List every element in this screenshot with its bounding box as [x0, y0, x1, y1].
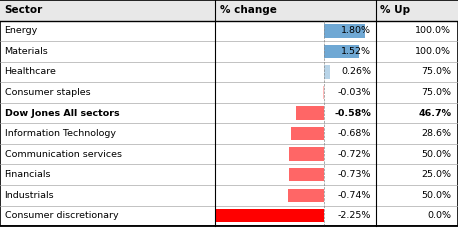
Bar — [296, 106, 324, 120]
Text: Financials: Financials — [5, 170, 51, 179]
Bar — [291, 127, 324, 140]
Text: Communication services: Communication services — [5, 150, 121, 159]
Text: Dow Jones All sectors: Dow Jones All sectors — [5, 109, 119, 117]
Text: 100.0%: 100.0% — [415, 47, 451, 56]
Text: -0.68%: -0.68% — [338, 129, 371, 138]
Text: 50.0%: 50.0% — [421, 191, 451, 200]
Text: Information Technology: Information Technology — [5, 129, 115, 138]
Text: -0.03%: -0.03% — [338, 88, 371, 97]
Bar — [324, 45, 359, 58]
Text: 1.52%: 1.52% — [341, 47, 371, 56]
Bar — [215, 209, 324, 223]
Text: 100.0%: 100.0% — [415, 26, 451, 35]
Text: Healthcare: Healthcare — [5, 67, 56, 76]
Text: -0.58%: -0.58% — [334, 109, 371, 117]
Text: % Up: % Up — [380, 5, 410, 15]
Text: 75.0%: 75.0% — [421, 67, 451, 76]
Text: Sector: Sector — [5, 5, 43, 15]
Text: -0.73%: -0.73% — [338, 170, 371, 179]
Text: Industrials: Industrials — [5, 191, 54, 200]
Text: 46.7%: 46.7% — [418, 109, 451, 117]
Text: Consumer discretionary: Consumer discretionary — [5, 211, 118, 220]
Text: Energy: Energy — [5, 26, 38, 35]
Bar — [0, 0, 458, 21]
Bar — [324, 65, 330, 79]
Bar — [323, 86, 324, 99]
Text: 28.6%: 28.6% — [421, 129, 451, 138]
Text: Materials: Materials — [5, 47, 49, 56]
Text: 0.0%: 0.0% — [427, 211, 451, 220]
Text: -0.74%: -0.74% — [338, 191, 371, 200]
Text: % change: % change — [220, 5, 277, 15]
Bar — [289, 147, 324, 161]
Text: 25.0%: 25.0% — [421, 170, 451, 179]
Bar — [289, 188, 324, 202]
Bar — [289, 168, 324, 181]
Text: 0.26%: 0.26% — [341, 67, 371, 76]
Text: Consumer staples: Consumer staples — [5, 88, 90, 97]
Text: 50.0%: 50.0% — [421, 150, 451, 159]
Bar — [324, 24, 365, 38]
Text: -0.72%: -0.72% — [338, 150, 371, 159]
Text: -2.25%: -2.25% — [338, 211, 371, 220]
Text: 1.80%: 1.80% — [341, 26, 371, 35]
Text: 75.0%: 75.0% — [421, 88, 451, 97]
